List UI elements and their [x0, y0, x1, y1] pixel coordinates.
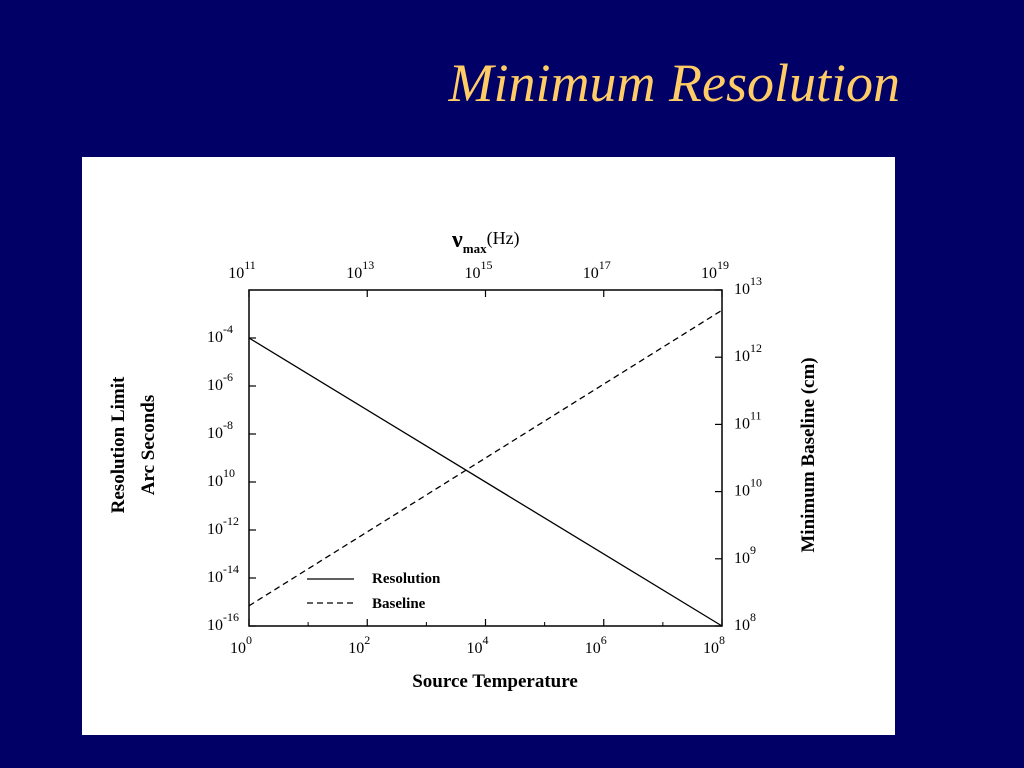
left-tick-label-4: 10-12	[207, 514, 239, 538]
top-axis-title-nu: ν	[451, 227, 463, 253]
plot-frame	[248, 289, 723, 627]
left-tick-label-1: 10-6	[207, 370, 233, 394]
right-tick-label-4: 109	[734, 543, 756, 567]
left-tick-label-3: 1010	[207, 466, 235, 490]
left-tick-label-5: 10-14	[207, 562, 239, 586]
x-tick-label-4: 108	[703, 633, 725, 657]
x-tick-label-2: 104	[467, 633, 489, 657]
chart: 100 102 104 106 108 1011 1013 1015 1017 1019 10-4 1…	[108, 227, 819, 692]
tick-marks	[248, 289, 723, 627]
left-axis-title-line2: Arc Seconds	[138, 395, 159, 495]
right-tick-label-0: 1013	[734, 274, 762, 298]
right-tick-label-1: 1012	[734, 341, 762, 365]
right-tick-label-5: 108	[734, 610, 756, 634]
legend-resolution-label: Resolution	[372, 571, 441, 587]
series-line-baseline	[248, 309, 723, 607]
figure-panel: 100 102 104 106 108 1011 1013 1015 1017 1019 10-4 1…	[82, 157, 895, 735]
top-axis-title: νmax(Hz)	[451, 227, 520, 256]
left-tick-label-2: 10-8	[207, 418, 233, 442]
left-axis-title-line1: Resolution Limit	[108, 376, 129, 513]
series-lines	[248, 309, 723, 627]
series-line-resolution	[248, 337, 723, 627]
tick-labels: 100 102 104 106 108 1011 1013 1015 1017 1019 10-4 1…	[207, 258, 762, 657]
slide-title: Minimum Resolution	[448, 53, 900, 113]
x-tick-label-1: 102	[348, 633, 370, 657]
top-axis-title-unit: (Hz)	[487, 228, 520, 249]
left-tick-label-6: 10-16	[207, 610, 239, 634]
right-tick-label-3: 1010	[734, 476, 762, 500]
x-tick-label-0: 100	[230, 633, 252, 657]
top-tick-label-1: 1013	[346, 258, 374, 282]
x-tick-label-3: 106	[585, 633, 607, 657]
right-tick-label-2: 1011	[734, 408, 762, 432]
right-axis-title: Minimum Baseline (cm)	[798, 357, 819, 552]
top-tick-label-3: 1017	[583, 258, 611, 282]
legend-baseline-label: Baseline	[372, 596, 426, 612]
top-tick-label-2: 1015	[465, 258, 493, 282]
top-axis-title-sub: max	[463, 241, 487, 256]
legend: Resolution Baseline	[307, 571, 441, 612]
top-tick-label-4: 1019	[701, 258, 729, 282]
left-tick-label-0: 10-4	[207, 322, 233, 346]
top-tick-label-0: 1011	[228, 258, 256, 282]
x-axis-title: Source Temperature	[412, 671, 578, 692]
